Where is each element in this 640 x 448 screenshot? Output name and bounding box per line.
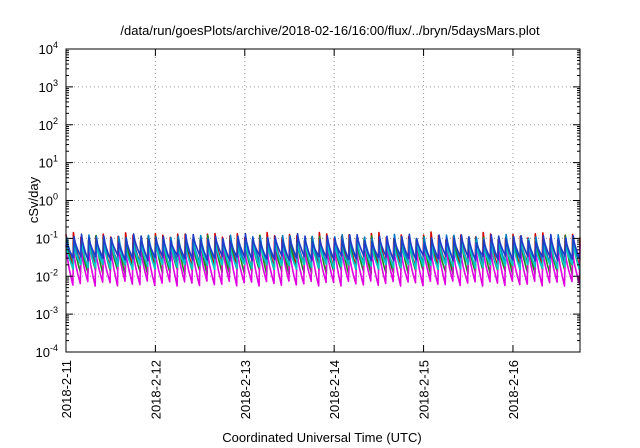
x-tick-label: 2018-2-11 xyxy=(59,360,74,418)
grid-lines xyxy=(66,49,580,352)
y-tick-label: 10-3 xyxy=(36,305,58,322)
y-tick-label: 104 xyxy=(39,40,58,57)
y-tick-label: 101 xyxy=(39,154,58,171)
x-tick-label: 2018-2-15 xyxy=(417,360,432,419)
y-tick-label: 10-1 xyxy=(36,229,58,246)
axes xyxy=(65,48,581,353)
y-tick-label: 102 xyxy=(39,116,58,133)
chart-title: /data/run/goesPlots/archive/2018-02-16/1… xyxy=(120,23,540,38)
x-tick-label: 2018-2-16 xyxy=(506,360,521,419)
series-line xyxy=(65,232,581,262)
x-tick-label: 2018-2-13 xyxy=(238,360,253,419)
x-tick-label: 2018-2-14 xyxy=(327,360,342,419)
series-line xyxy=(65,237,581,271)
series-layer xyxy=(65,231,581,287)
series-line xyxy=(65,242,581,287)
y-tick-label: 10-2 xyxy=(36,267,58,284)
y-tick-label: 100 xyxy=(39,192,58,209)
y-axis-label: cSv/day xyxy=(26,176,41,223)
y-tick-label: 103 xyxy=(39,78,58,95)
y-tick-labels: 10-4 10-3 10-2 10-1 100 101 102 103 104 xyxy=(36,40,58,360)
y-tick-label: 10-4 xyxy=(36,343,58,360)
x-tick-label: 2018-2-12 xyxy=(148,360,163,419)
plot-frame xyxy=(65,48,581,353)
x-tick-labels: 2018-2-11 2018-2-12 2018-2-13 2018-2-14 2018… xyxy=(59,360,521,419)
x-axis-label: Coordinated Universal Time (UTC) xyxy=(222,430,421,445)
